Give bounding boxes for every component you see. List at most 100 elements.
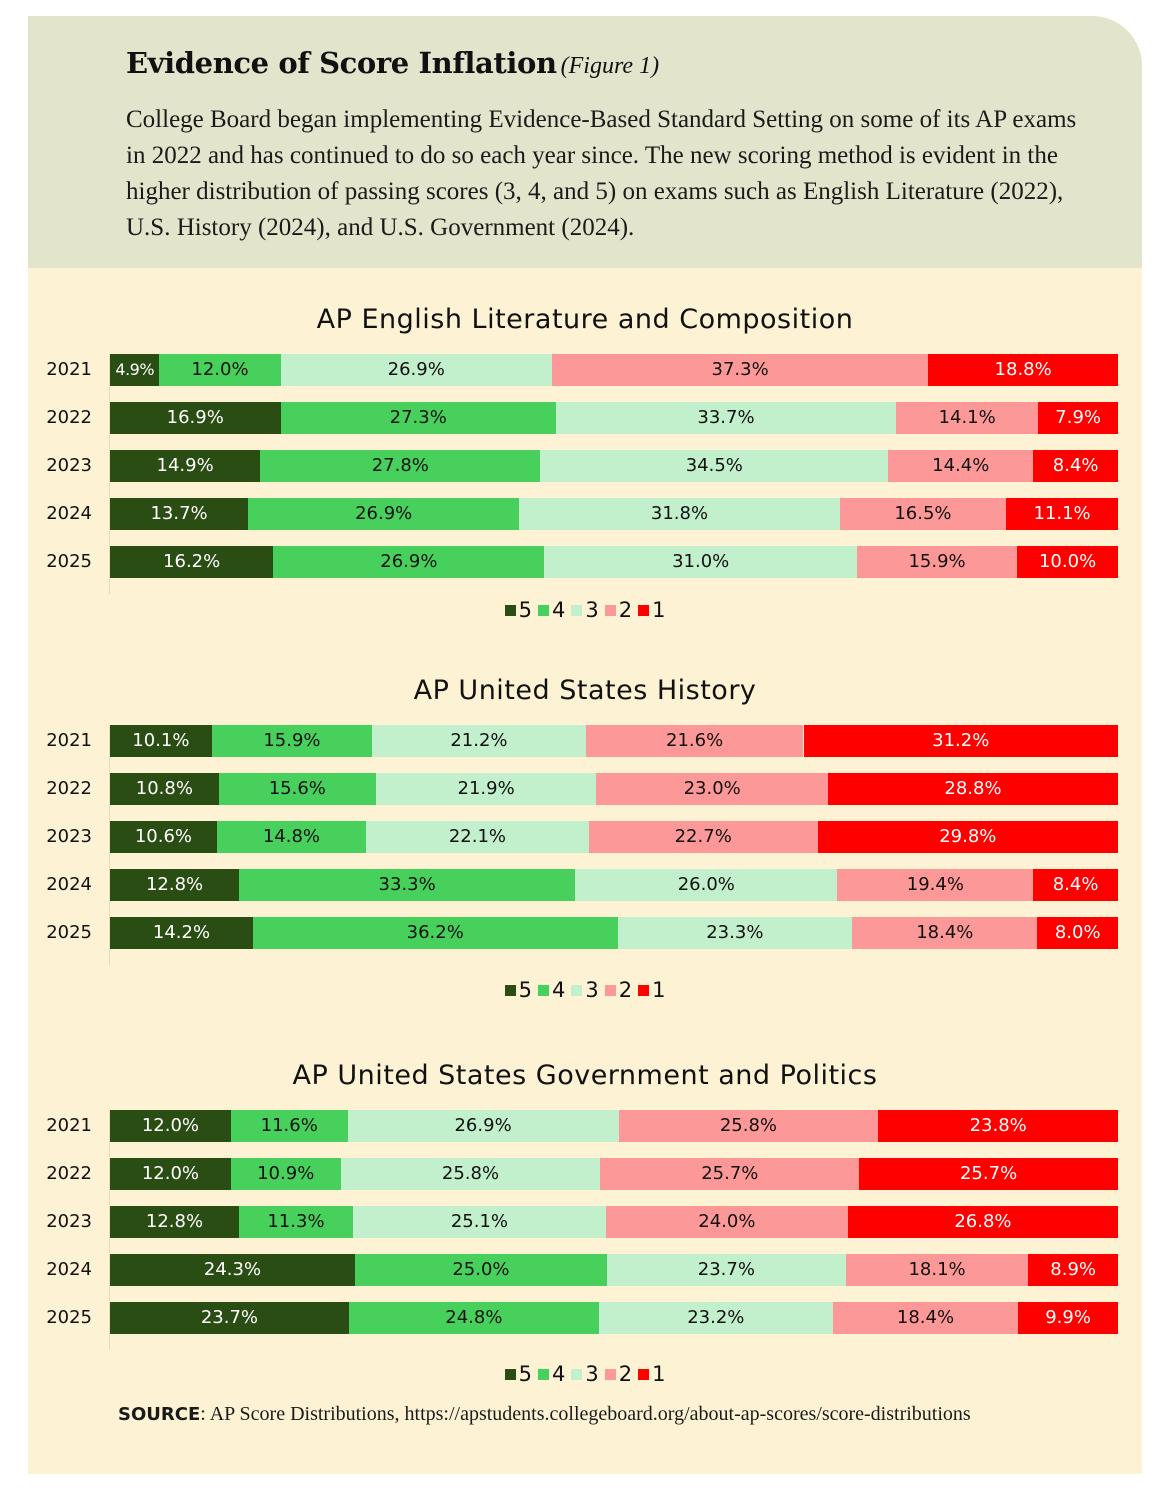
bar-segment-score-3: 23.3% xyxy=(617,917,853,949)
bar-segment-score-5: 16.2% xyxy=(110,546,274,578)
bar-segment-score-5: 4.9% xyxy=(110,354,160,386)
bar-row-2025: 2025 16.2% 26.9% 31.0% 15.9% 10.0% xyxy=(28,546,1142,578)
bar-segment-score-2: 15.9% xyxy=(856,546,1018,578)
stacked-bar: 12.8% 33.3% 26.0% 19.4% 8.4% xyxy=(110,869,1118,901)
chart-title: AP United States History xyxy=(413,675,757,706)
bar-segment-score-1: 25.7% xyxy=(859,1158,1118,1190)
bar-segment-score-2: 23.0% xyxy=(596,773,828,805)
bar-segment-score-4: 27.3% xyxy=(280,402,556,434)
legend-label: 1 xyxy=(652,598,666,622)
year-label: 2023 xyxy=(46,1211,92,1232)
legend-label: 4 xyxy=(551,598,566,622)
legend-item-score-3: 3 xyxy=(571,598,599,622)
bar-segment-score-2: 18.1% xyxy=(845,1254,1029,1286)
bar-segment-score-5: 12.0% xyxy=(110,1110,231,1142)
legend-swatch xyxy=(604,985,616,996)
source-label: SOURCE xyxy=(118,1404,201,1425)
bar-segment-score-1: 8.4% xyxy=(1033,450,1118,482)
year-label: 2025 xyxy=(46,1307,92,1328)
stacked-bar: 10.8% 15.6% 21.9% 23.0% 28.8% xyxy=(110,773,1118,805)
stacked-bar: 14.2% 36.2% 23.3% 18.4% 8.0% xyxy=(110,917,1118,949)
stacked-bar: 10.1% 15.9% 21.2% 21.6% 31.2% xyxy=(110,725,1118,757)
bar-segment-score-1: 28.8% xyxy=(827,773,1118,805)
figure-title: Evidence of Score Inflation xyxy=(126,46,557,80)
bar-segment-score-2: 14.4% xyxy=(888,450,1034,482)
stacked-bar: 24.3% 25.0% 23.7% 18.1% 8.9% xyxy=(110,1254,1118,1286)
chart-title: AP English Literature and Composition xyxy=(316,304,854,335)
legend-label: 2 xyxy=(618,978,633,1002)
bar-segment-score-5: 10.8% xyxy=(110,773,219,805)
legend-swatch xyxy=(537,605,549,616)
bar-row-2023: 2023 10.6% 14.8% 22.1% 22.7% 29.8% xyxy=(28,821,1142,853)
bar-segment-score-1: 8.0% xyxy=(1037,917,1118,949)
legend-swatch xyxy=(571,605,583,616)
bar-segment-score-4: 15.9% xyxy=(211,725,373,757)
bar-segment-score-1: 9.9% xyxy=(1018,1302,1118,1334)
bar-segment-score-5: 12.0% xyxy=(110,1158,231,1190)
bar-segment-score-3: 23.7% xyxy=(606,1254,846,1286)
bar-row-2024: 2024 24.3% 25.0% 23.7% 18.1% 8.9% xyxy=(28,1254,1142,1286)
legend-swatch xyxy=(504,605,516,616)
bar-segment-score-1: 7.9% xyxy=(1038,402,1118,434)
legend-item-score-4: 4 xyxy=(537,598,566,622)
bar-segment-score-4: 10.9% xyxy=(230,1158,341,1190)
bar-row-2022: 2022 12.0% 10.9% 25.8% 25.7% 25.7% xyxy=(28,1158,1142,1190)
bar-segment-score-5: 23.7% xyxy=(110,1302,349,1334)
legend-item-score-5: 5 xyxy=(504,978,532,1002)
legend-label: 2 xyxy=(618,1362,633,1386)
axis-line xyxy=(109,725,110,965)
bar-segment-score-2: 24.0% xyxy=(605,1206,848,1238)
bar-segment-score-5: 16.9% xyxy=(110,402,281,434)
stacked-bar: 12.0% 11.6% 26.9% 25.8% 23.8% xyxy=(110,1110,1118,1142)
bar-segment-score-1: 18.8% xyxy=(928,354,1118,386)
year-label: 2025 xyxy=(46,551,92,572)
bar-segment-score-3: 23.2% xyxy=(598,1302,833,1334)
intro-paragraph: College Board began implementing Evidenc… xyxy=(126,106,1077,241)
legend-swatch xyxy=(604,605,616,616)
year-label: 2022 xyxy=(46,407,92,428)
bar-segment-score-3: 34.5% xyxy=(540,450,889,482)
bar-row-2025: 2025 23.7% 24.8% 23.2% 18.4% 9.9% xyxy=(28,1302,1142,1334)
legend-swatch xyxy=(638,985,650,996)
legend-label: 1 xyxy=(652,978,666,1002)
bar-segment-score-3: 33.7% xyxy=(555,402,896,434)
stacked-bar: 10.6% 14.8% 22.1% 22.7% 29.8% xyxy=(110,821,1118,853)
year-label: 2021 xyxy=(46,1115,92,1136)
bar-row-2023: 2023 14.9% 27.8% 34.5% 14.4% 8.4% xyxy=(28,450,1142,482)
legend-item-score-4: 4 xyxy=(537,1362,565,1386)
legend-label: 3 xyxy=(585,978,599,1002)
stacked-bar: 4.9% 12.0% 26.9% 37.3% 18.8% xyxy=(110,354,1118,386)
stacked-bar: 23.7% 24.8% 23.2% 18.4% 9.9% xyxy=(110,1302,1118,1334)
legend-label: 5 xyxy=(518,1362,532,1386)
bar-segment-score-1: 31.2% xyxy=(803,725,1118,757)
legend-swatch xyxy=(571,985,583,996)
legend-swatch xyxy=(571,1369,583,1380)
bar-row-2022: 2022 16.9% 27.3% 33.7% 14.1% 7.9% xyxy=(28,402,1142,434)
year-label: 2024 xyxy=(46,503,92,524)
year-label: 2025 xyxy=(46,922,92,943)
year-label: 2021 xyxy=(46,730,92,751)
bar-row-2024: 2024 13.7% 26.9% 31.8% 16.5% 11.1% xyxy=(28,498,1142,530)
bar-segment-score-2: 21.6% xyxy=(585,725,804,757)
bar-segment-score-1: 8.4% xyxy=(1033,869,1118,901)
bar-segment-score-5: 24.3% xyxy=(110,1254,355,1286)
source-text: : AP Score Distributions, https://apstud… xyxy=(200,1403,971,1425)
figure-card: Evidence of Score Inflation (Figure 1) C… xyxy=(28,16,1142,1474)
bar-row-2021: 2021 12.0% 11.6% 26.9% 25.8% 23.8% xyxy=(28,1110,1142,1142)
bar-segment-score-3: 22.1% xyxy=(366,821,589,853)
axis-line xyxy=(109,1110,110,1350)
legend-swatch xyxy=(604,1369,616,1380)
legend-item-score-5: 5 xyxy=(504,598,532,622)
legend-item-score-2: 2 xyxy=(604,598,632,622)
bar-segment-score-3: 31.8% xyxy=(519,498,840,530)
bar-segment-score-3: 25.1% xyxy=(352,1206,606,1238)
bar-segment-score-1: 8.9% xyxy=(1028,1254,1118,1286)
year-label: 2023 xyxy=(46,455,92,476)
bar-segment-score-3: 31.0% xyxy=(544,546,857,578)
legend-label: 3 xyxy=(585,598,599,622)
stacked-bar: 13.7% 26.9% 31.8% 16.5% 11.1% xyxy=(110,498,1118,530)
bar-segment-score-5: 12.8% xyxy=(110,1206,240,1238)
figure-label: (Figure 1) xyxy=(560,53,660,79)
